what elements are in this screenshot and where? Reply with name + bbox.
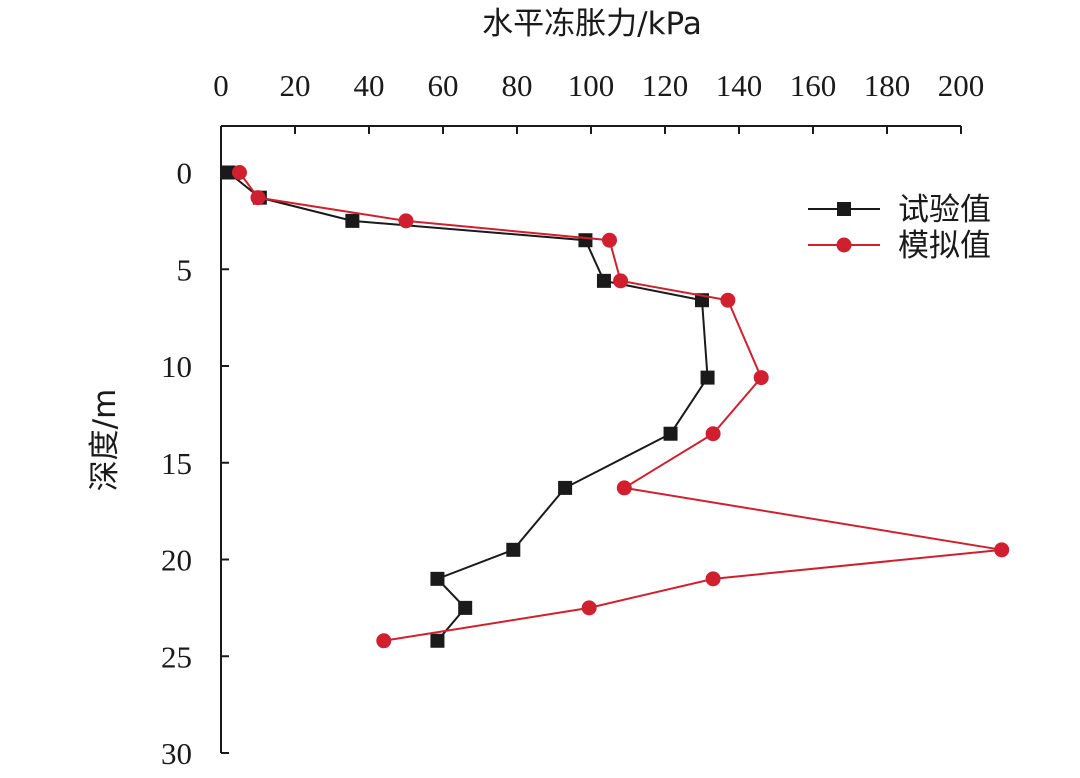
- axes: [220, 125, 961, 753]
- data-point: [602, 232, 617, 248]
- legend-marker: [837, 202, 851, 216]
- x-tick-label: 80: [502, 68, 533, 103]
- data-point: [376, 633, 392, 649]
- data-point: [616, 480, 632, 496]
- data-point: [753, 370, 769, 386]
- data-point: [700, 370, 715, 385]
- x-tick-label: 0: [213, 68, 229, 103]
- data-point: [613, 273, 629, 289]
- y-axis-title: 深度/m: [87, 389, 123, 492]
- legend-marker: [836, 237, 852, 253]
- data-point: [558, 480, 573, 495]
- data-point: [232, 165, 247, 180]
- data-point: [430, 571, 445, 586]
- legend-label: 模拟值: [898, 228, 991, 264]
- series-line: [238, 171, 1002, 642]
- y-tick-label: 25: [161, 639, 192, 674]
- series-simulated: [232, 165, 1010, 649]
- data-point: [596, 273, 611, 288]
- y-ticks: 0 5 10 15 20 25 30: [161, 156, 229, 771]
- data-point: [506, 542, 521, 557]
- x-tick-label: 60: [428, 68, 459, 103]
- legend-item: 模拟值: [808, 228, 991, 264]
- legend-label: 试验值: [898, 192, 991, 228]
- data-point: [994, 542, 1010, 558]
- data-point: [705, 426, 721, 442]
- y-tick-label: 30: [161, 736, 192, 771]
- x-tick-label: 100: [568, 68, 615, 103]
- series-layer: [221, 165, 1010, 649]
- data-point: [458, 600, 473, 615]
- legend-item: 试验值: [808, 192, 991, 228]
- data-point: [221, 165, 236, 180]
- y-tick-label: 15: [161, 446, 192, 481]
- data-point: [578, 233, 593, 248]
- y-tick-label: 0: [177, 156, 193, 191]
- data-point: [720, 292, 736, 308]
- x-tick-label: 120: [642, 68, 689, 103]
- x-tick-label: 180: [864, 68, 911, 103]
- data-point: [345, 213, 360, 228]
- y-tick-label: 10: [161, 349, 192, 384]
- x-tick-label: 200: [938, 68, 985, 103]
- data-point: [398, 213, 414, 229]
- x-tick-label: 160: [790, 68, 837, 103]
- data-point: [430, 633, 445, 648]
- data-point: [250, 190, 266, 206]
- y-tick-label: 20: [161, 543, 192, 578]
- y-tick-label: 5: [177, 252, 193, 287]
- x-axis-title: 水平冻胀力/kPa: [482, 6, 702, 42]
- x-tick-label: 140: [716, 68, 763, 103]
- series-test: [221, 165, 715, 648]
- data-point: [663, 426, 678, 441]
- data-point: [581, 600, 597, 616]
- x-ticks: 0 20 40 60 80 100 120 140 160 180 200: [213, 68, 984, 134]
- x-tick-label: 40: [354, 68, 385, 103]
- series-line: [227, 171, 709, 642]
- x-tick-label: 20: [280, 68, 311, 103]
- data-point: [705, 571, 721, 587]
